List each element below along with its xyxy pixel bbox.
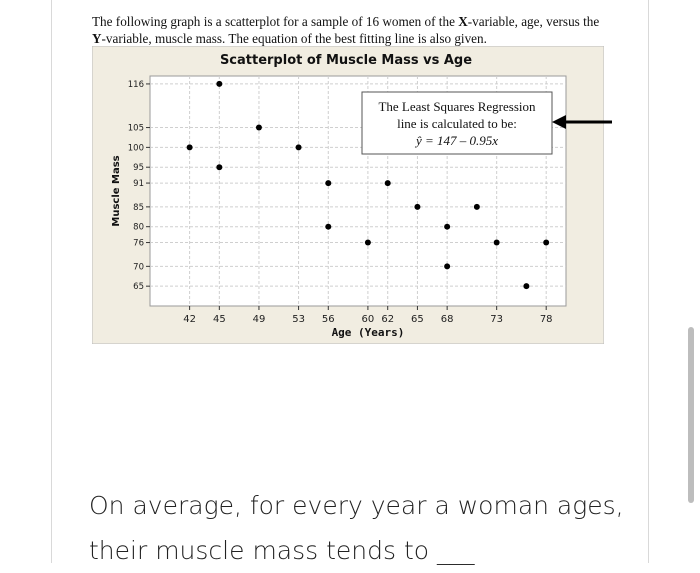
data-point [325, 180, 332, 187]
intro-x-bold: X [458, 14, 468, 29]
y-axis-ticks: 65 70 76 80 85 91 95 100 105 116 [128, 80, 150, 292]
data-point [216, 164, 223, 171]
x-tick-label: 68 [441, 314, 454, 325]
data-point [493, 239, 500, 246]
question-line-2: their muscle mass tends to ___ [89, 536, 475, 565]
x-tick-label: 78 [540, 314, 553, 325]
x-axis-ticks: 42 45 49 53 56 60 62 65 68 73 78 [183, 306, 553, 325]
question-line-1: On average, for every year a woman ages, [89, 491, 624, 520]
intro-part1: The following graph is a scatterplot for… [92, 14, 459, 29]
problem-intro: The following graph is a scatterplot for… [92, 14, 612, 47]
data-point [543, 239, 550, 246]
data-points [186, 80, 550, 290]
x-tick-label: 53 [292, 314, 305, 325]
scrollbar-thumb[interactable] [688, 327, 694, 503]
y-tick-label: 91 [133, 179, 144, 189]
chart-title: Scatterplot of Muscle Mass vs Age [220, 53, 472, 68]
intro-part3: -variable, muscle mass. The equation of … [101, 30, 487, 46]
y-tick-label: 65 [133, 282, 144, 292]
data-point [444, 263, 451, 270]
page-border-left [51, 0, 52, 563]
y-tick-label: 100 [128, 143, 144, 153]
annotation-line-2: line is calculated to be: [397, 116, 517, 131]
annotation-box [361, 91, 553, 155]
x-tick-label: 49 [253, 314, 266, 325]
question-text: On average, for every year a woman ages,… [89, 483, 649, 573]
x-tick-label: 73 [490, 314, 503, 325]
x-tick-label: 56 [322, 314, 335, 325]
intro-part2: -variable, age, versus the [467, 14, 600, 29]
annotation-line-1: The Least Squares Regression [378, 99, 536, 114]
page-border-right [648, 0, 649, 563]
data-point [384, 180, 391, 187]
data-point [216, 80, 223, 87]
data-point [414, 203, 421, 210]
x-tick-label: 42 [183, 314, 196, 325]
data-point [295, 144, 302, 151]
scatterplot-chart: Scatterplot of Muscle Mass vs Age 65 70 76… [92, 46, 604, 344]
annotation-equation: ŷ = 147 – 0.95x [414, 133, 498, 148]
data-point [364, 239, 371, 246]
y-tick-label: 70 [133, 262, 144, 272]
y-tick-label: 95 [133, 163, 144, 173]
arrow-pointer-icon [552, 115, 612, 129]
x-tick-label: 45 [213, 314, 226, 325]
data-point [473, 203, 480, 210]
x-tick-label: 65 [411, 314, 424, 325]
y-tick-label: 116 [128, 80, 144, 90]
x-tick-label: 60 [362, 314, 375, 325]
data-point [255, 124, 262, 131]
x-axis-label: Age (Years) [332, 326, 405, 339]
y-tick-label: 76 [133, 239, 144, 249]
y-tick-label: 105 [128, 124, 144, 134]
x-tick-label: 62 [381, 314, 394, 325]
y-axis-label: Muscle Mass [111, 155, 122, 226]
data-point [523, 283, 530, 290]
data-point [444, 223, 451, 230]
y-tick-label: 80 [133, 223, 144, 233]
intro-y-bold: Y [92, 30, 102, 46]
data-point [325, 223, 332, 230]
data-point [186, 144, 193, 151]
regression-annotation: The Least Squares Regression line is cal… [361, 91, 553, 155]
y-tick-label: 85 [133, 203, 144, 213]
